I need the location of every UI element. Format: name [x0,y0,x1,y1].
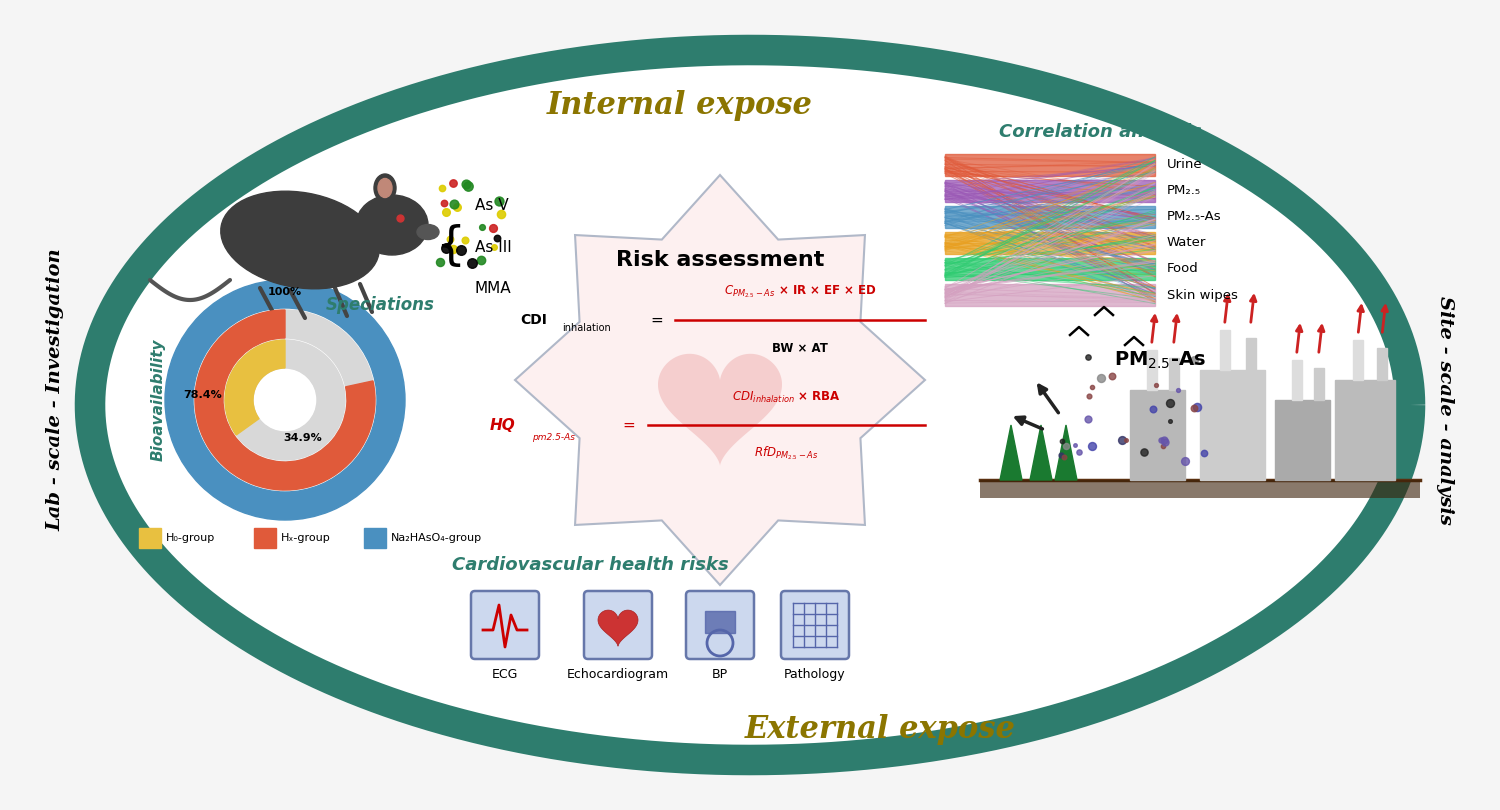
Bar [1353,340,1364,380]
Text: Pathology: Pathology [784,668,846,681]
Text: External expose: External expose [744,714,1016,745]
FancyBboxPatch shape [782,591,849,659]
Text: Urine: Urine [1167,159,1203,172]
Bar [705,611,735,633]
Text: {: { [435,224,465,269]
Bar [1168,358,1179,390]
Ellipse shape [220,191,380,289]
Bar [1314,368,1323,400]
Text: HQ: HQ [490,417,516,433]
Text: Hₓ-group: Hₓ-group [280,533,330,543]
Text: BW × AT: BW × AT [772,342,828,355]
Bar [945,232,1155,254]
Bar [364,528,386,548]
Text: 100%: 100% [268,287,302,297]
Bar [140,528,160,548]
Bar [254,528,276,548]
Text: Internal expose: Internal expose [548,89,813,121]
Text: $C_{PM_{2.5}-As}$ × IR × EF × ED: $C_{PM_{2.5}-As}$ × IR × EF × ED [723,284,876,301]
Wedge shape [165,280,405,520]
Ellipse shape [356,195,428,255]
Text: Correlation analysis: Correlation analysis [999,123,1202,141]
Text: Echocardiogram: Echocardiogram [567,668,669,681]
Text: inhalation: inhalation [562,323,610,333]
Ellipse shape [417,224,440,240]
Text: Cardiovascular health risks: Cardiovascular health risks [452,556,729,574]
Ellipse shape [378,178,392,198]
Polygon shape [514,175,926,585]
Polygon shape [598,610,638,646]
Bar [945,154,1155,176]
Text: Risk assessment: Risk assessment [616,250,824,270]
Wedge shape [195,310,375,490]
Wedge shape [225,340,285,435]
Text: ECG: ECG [492,668,517,681]
Text: $RfD_{PM_{2.5}-As}$: $RfD_{PM_{2.5}-As}$ [754,444,819,462]
Bar [1245,338,1256,370]
Bar [945,258,1155,280]
Text: PM₂.₅-As: PM₂.₅-As [1167,211,1221,224]
Text: Water: Water [1167,237,1206,249]
Text: Bioavailability: Bioavailability [150,339,165,461]
Polygon shape [658,354,782,466]
Polygon shape [1054,425,1077,480]
Text: H₀-group: H₀-group [166,533,216,543]
Text: 34.9%: 34.9% [284,433,322,443]
Polygon shape [980,480,1420,498]
Text: PM₂.₅: PM₂.₅ [1167,185,1202,198]
FancyBboxPatch shape [686,591,754,659]
Bar [1292,360,1302,400]
FancyBboxPatch shape [584,591,652,659]
Bar [945,206,1155,228]
Circle shape [255,370,315,430]
Bar [945,180,1155,202]
Polygon shape [1000,425,1022,480]
Text: Food: Food [1167,262,1198,275]
Text: 78.4%: 78.4% [183,390,222,400]
Text: =: = [622,417,634,433]
Text: Site - scale - analysis: Site - scale - analysis [1436,296,1454,524]
Text: =: = [650,313,663,327]
Text: As III: As III [476,240,512,254]
Bar [1200,370,1264,480]
Ellipse shape [374,174,396,202]
Text: MMA: MMA [476,280,512,296]
Text: Na₂HAsO₄-group: Na₂HAsO₄-group [392,533,482,543]
Text: PM$_{2.5}$-As: PM$_{2.5}$-As [1114,349,1206,371]
Text: Speciations: Speciations [326,296,435,314]
Bar [1220,330,1230,370]
Bar [1146,350,1156,390]
FancyBboxPatch shape [471,591,538,659]
Bar [945,284,1155,306]
Text: $CDI_{inhalation}$ × RBA: $CDI_{inhalation}$ × RBA [732,390,842,404]
Text: Skin wipes: Skin wipes [1167,288,1238,301]
Text: pm2.5-As: pm2.5-As [532,433,574,441]
Wedge shape [225,340,345,460]
Polygon shape [90,50,1410,760]
Text: As V: As V [476,198,508,212]
Polygon shape [1030,425,1051,480]
Bar [1130,390,1185,480]
Text: CDI: CDI [520,313,548,327]
Text: BP: BP [712,668,728,681]
Bar [1335,380,1395,480]
Bar [1377,348,1388,380]
Wedge shape [195,310,375,490]
Bar [1275,400,1330,480]
Text: Lab - scale - Investigation: Lab - scale - Investigation [46,249,64,531]
